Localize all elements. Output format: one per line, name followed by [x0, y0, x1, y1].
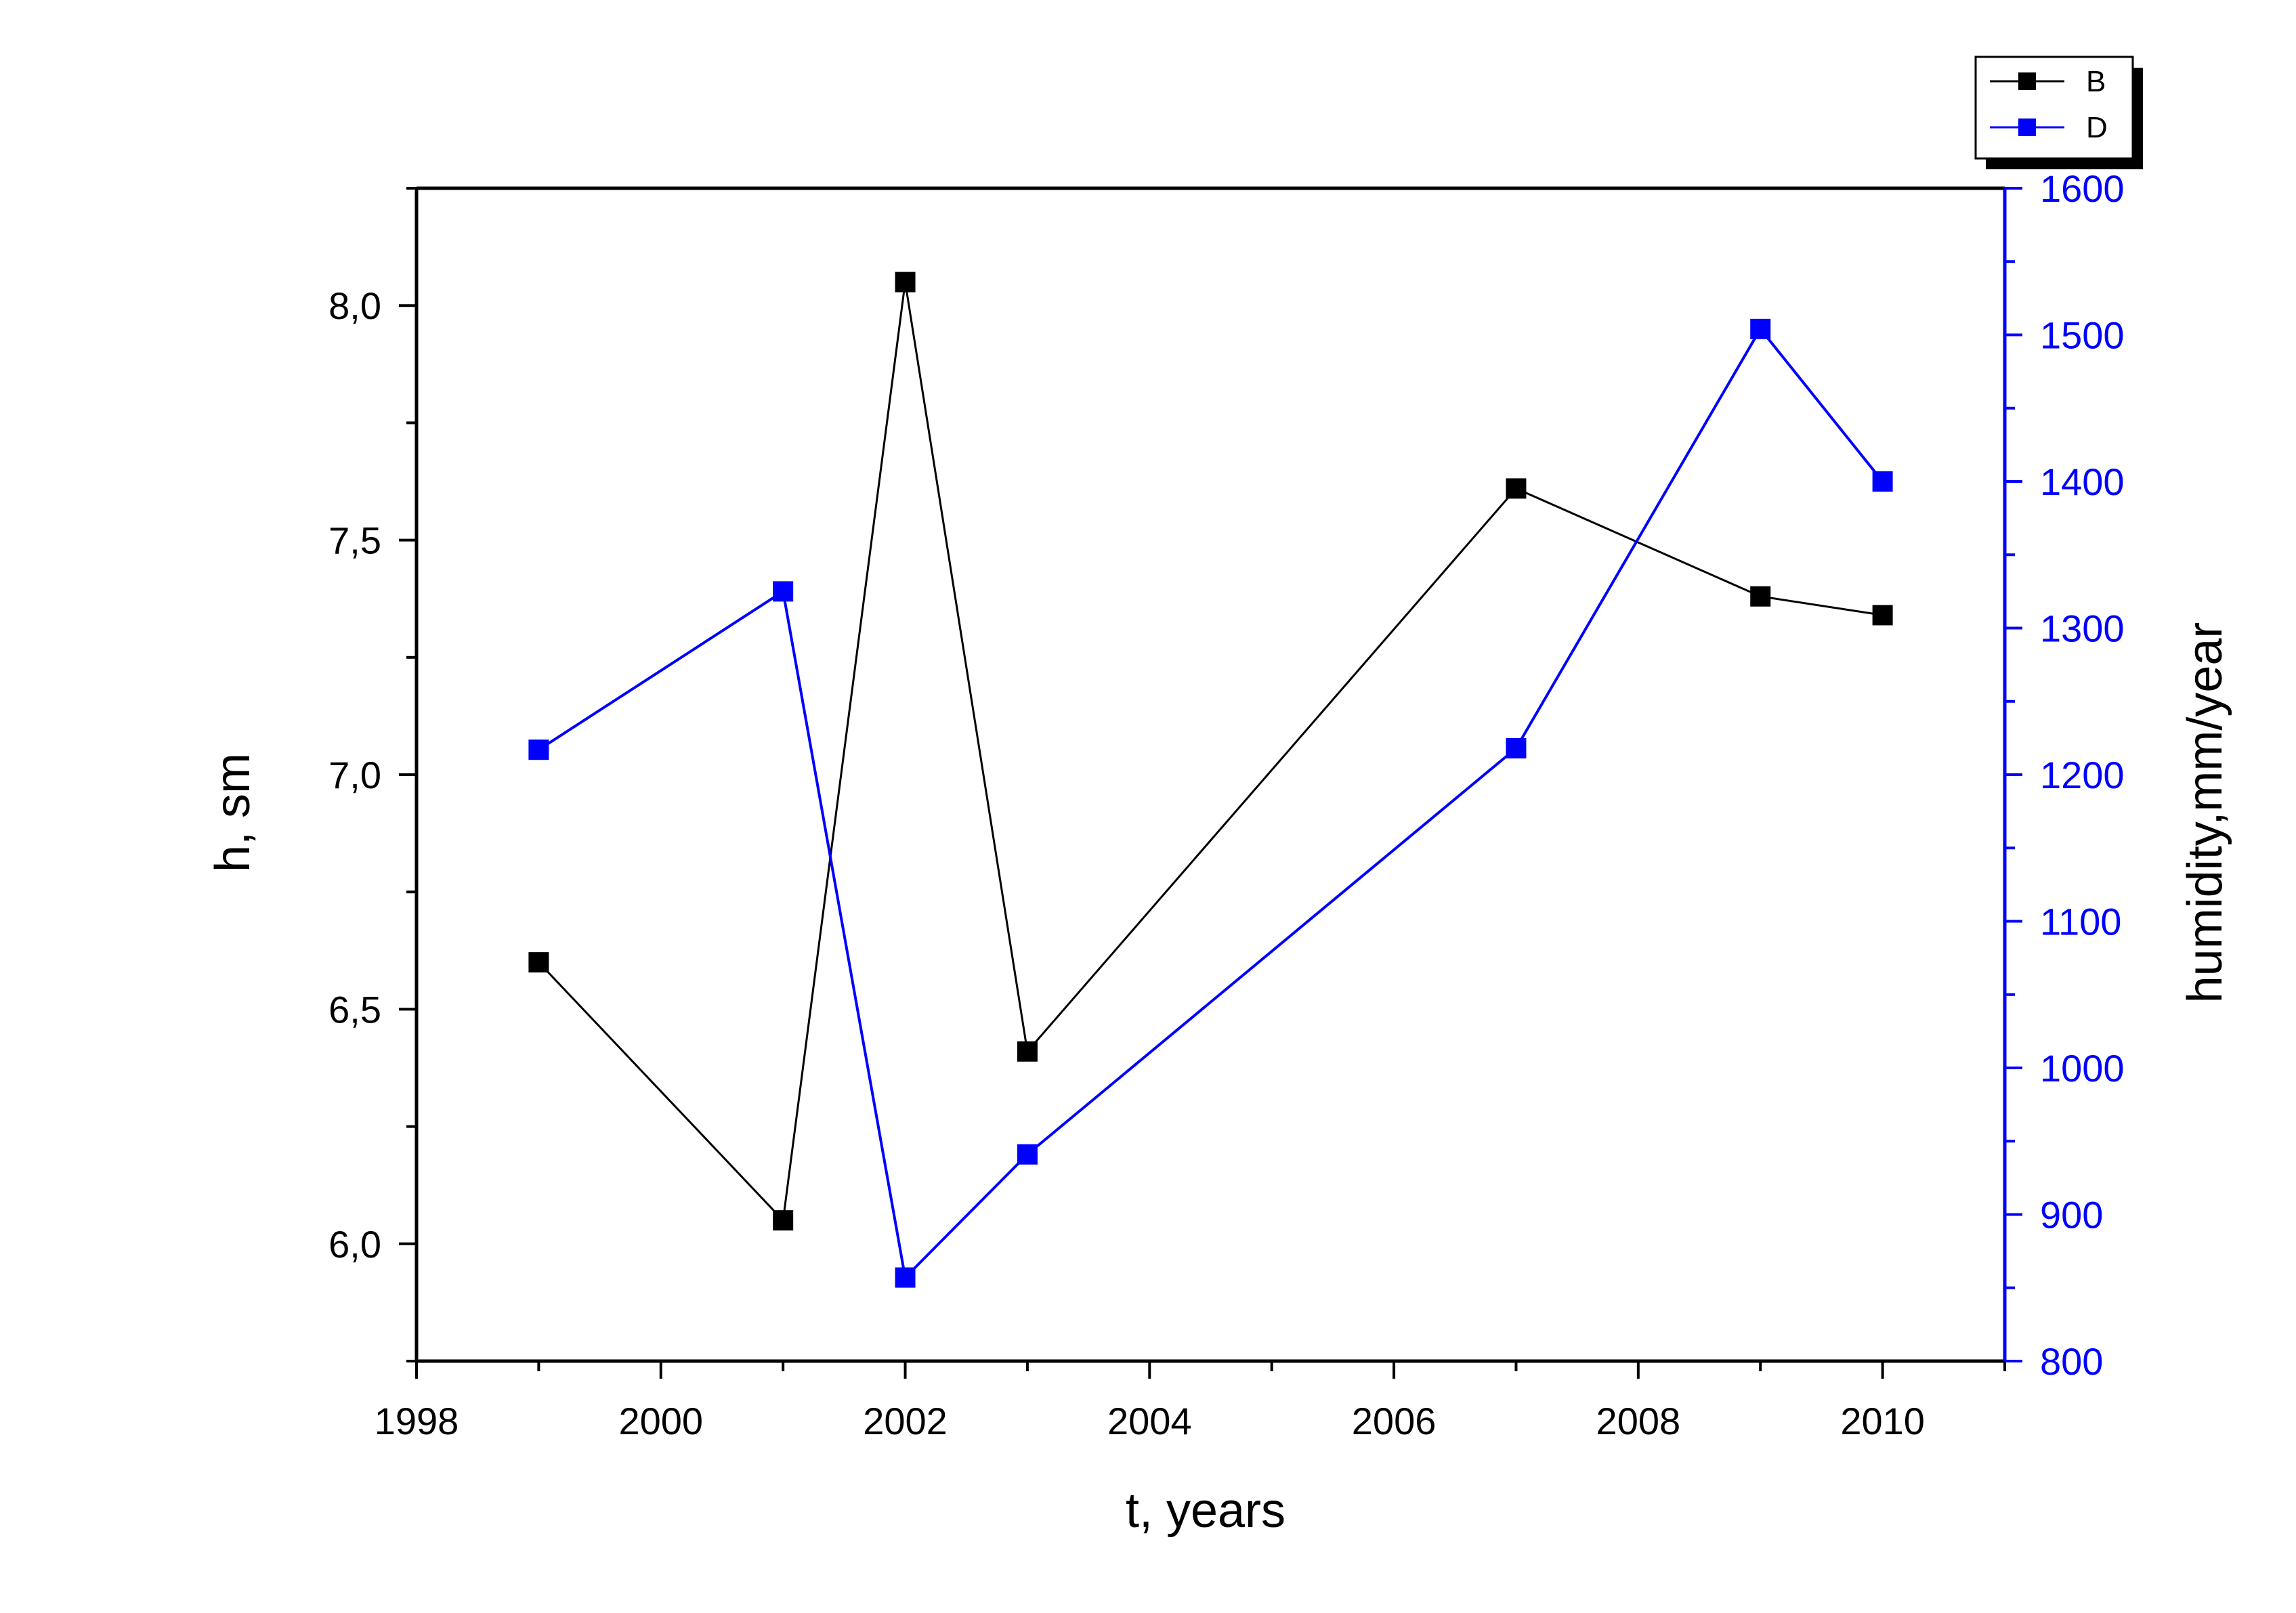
y-right-tick-label: 900	[2040, 1194, 2103, 1236]
legend-box	[1974, 56, 2134, 160]
point-d	[1872, 471, 1893, 492]
x-tick-label: 2010	[1840, 1400, 1925, 1442]
y-right-tick-label: 1600	[2040, 167, 2125, 210]
point-d	[895, 1267, 916, 1288]
y-right-tick-label: 1200	[2040, 754, 2125, 796]
y-left-tick-label: 6,0	[328, 1223, 381, 1266]
point-d	[1506, 738, 1527, 759]
y-left-tick-label: 6,5	[328, 988, 381, 1031]
x-tick-label: 2006	[1352, 1400, 1437, 1442]
y-left-tick-label: 8,0	[328, 284, 381, 327]
point-b	[1750, 586, 1771, 607]
y-left-axis: 6,0 6,5 7,0 7,5 8,0	[328, 187, 417, 1362]
y-right-axis: 800 900 1000 1100 1200 1300 1400 1500 1600	[2005, 167, 2125, 1383]
point-d	[1017, 1144, 1038, 1165]
legend-marker-b	[2018, 72, 2036, 90]
y-left-tick-label: 7,0	[328, 754, 381, 796]
point-b	[1872, 605, 1893, 626]
point-b	[895, 272, 916, 293]
x-tick-label: 2002	[863, 1400, 948, 1442]
y-right-tick-label: 1300	[2040, 607, 2125, 650]
y-right-tick-label: 1000	[2040, 1047, 2125, 1090]
point-b	[773, 1210, 794, 1231]
point-d	[1750, 318, 1771, 339]
y-left-tick-label: 7,5	[328, 519, 381, 562]
legend: B D	[1974, 56, 2143, 169]
y-left-axis-title: h, sm	[206, 753, 260, 872]
legend-entry-b: B	[1990, 65, 2106, 98]
x-tick-label: 1998	[375, 1400, 459, 1442]
x-axis-title: t, years	[1126, 1484, 1285, 1538]
x-tick-label: 2004	[1107, 1400, 1192, 1442]
series-line-b	[538, 282, 1883, 1223]
y-right-tick-label: 800	[2040, 1340, 2103, 1383]
x-tick-label: 2008	[1596, 1400, 1681, 1442]
y-right-tick-label: 1400	[2040, 460, 2125, 503]
point-b	[1506, 478, 1527, 499]
x-axis: 1998 2000 2002 2004 2006 2008 2010	[375, 1361, 2006, 1442]
legend-label-d: D	[2086, 111, 2108, 144]
point-b	[1017, 1041, 1038, 1062]
series-layer	[528, 272, 1893, 1288]
point-d	[528, 739, 549, 760]
legend-marker-d	[2018, 119, 2036, 136]
x-tick-label: 2000	[618, 1400, 703, 1442]
y-right-tick-label: 1100	[2040, 901, 2121, 943]
point-b	[528, 952, 549, 973]
legend-entry-d: D	[1990, 111, 2108, 144]
series-line-d	[538, 326, 1884, 1281]
y-right-tick-label: 1500	[2040, 314, 2125, 357]
plot-frame	[414, 186, 2007, 1363]
y-right-axis-title: humidity,mm/year	[2178, 622, 2232, 1004]
legend-label-b: B	[2086, 65, 2106, 98]
point-d	[773, 581, 794, 602]
